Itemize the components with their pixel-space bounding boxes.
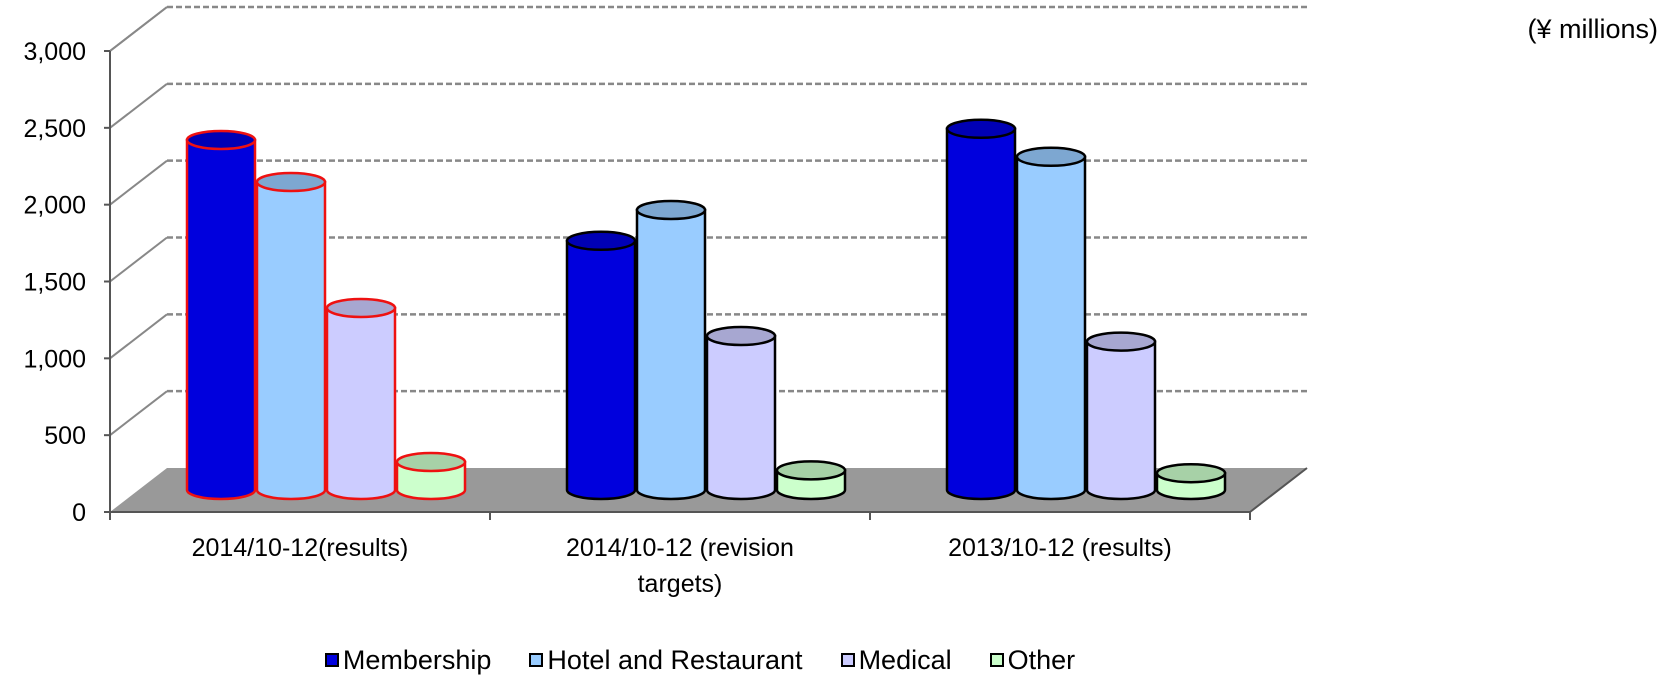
bar-body [635,208,707,501]
legend-item-membership: Membership [324,644,492,676]
x-category-label: 2013/10-12 (results) [948,534,1172,562]
bar-top [705,325,777,347]
unit-label: (¥ millions) [1527,14,1658,44]
bar-body [395,460,467,501]
bar-top [1015,146,1087,168]
chart-bars [185,118,1227,501]
bar-membership-0 [185,129,257,501]
legend-label-medical: Medical [858,644,952,675]
bar-body [325,306,397,501]
wall-diagonal [109,236,168,283]
y-tick-label: 500 [44,422,86,450]
wall-diagonal [109,390,168,436]
legend-label-membership: Membership [342,644,492,675]
bar-top [1085,331,1157,352]
bar-body [255,180,327,501]
legend: Membership Hotel and Restaurant Medical … [0,644,1400,676]
y-tick-label: 1,500 [23,269,86,297]
legend-swatch-hotel-and-restaurant [529,653,544,667]
legend-item-other: Other [989,644,1076,676]
legend-item-medical: Medical [840,644,952,676]
bar-hotel-and-restaurant-2 [1015,146,1087,501]
legend-item-hotel-and-restaurant: Hotel and Restaurant [529,644,803,676]
bar-other-0 [395,451,467,501]
bar-membership-2 [945,118,1017,501]
x-category-label: targets) [638,570,723,598]
bar-medical-0 [325,297,397,501]
x-category-label: 2014/10-12(results) [192,534,409,562]
bar-top [775,460,847,481]
bar-hotel-and-restaurant-1 [635,199,707,501]
bar-top [325,297,397,319]
bar-body [1085,340,1157,501]
wall-diagonal [109,6,168,52]
bar-top [635,199,707,221]
wall-diagonal [109,83,168,129]
bar-top [945,118,1017,140]
bar-body [565,239,637,501]
legend-swatch-other [989,653,1004,667]
wall-diagonal [109,159,168,206]
bar-top [1155,462,1227,484]
floor-edge [1249,467,1308,513]
x-category-label: 2014/10-12 (revision [566,534,794,562]
bar-top [565,230,637,252]
wall-diagonal [109,313,168,360]
bar-top [255,171,327,193]
y-tick-label: 2,000 [23,192,86,220]
bar-medical-2 [1085,331,1157,501]
bar-body [1015,155,1087,501]
chart-axes: 0 500 1,000 1,500 2,000 2,500 3,000 2014/10-12(… [23,38,1308,598]
bar-other-2 [1155,462,1227,501]
legend-label-hotel-and-restaurant: Hotel and Restaurant [547,644,803,675]
bar-body [945,127,1017,501]
bar-body [705,334,777,501]
bar-body [185,138,257,501]
y-tick-label: 0 [72,499,86,527]
bar-medical-1 [705,325,777,501]
y-tick-label: 1,000 [23,345,86,373]
legend-label-other: Other [1007,644,1076,675]
bar-other-1 [775,460,847,501]
y-tick-label: 2,500 [23,115,86,143]
legend-swatch-medical [840,653,855,667]
bar-hotel-and-restaurant-0 [255,171,327,501]
y-tick-label: 3,000 [23,38,86,66]
bar-top [395,451,467,473]
bar-membership-1 [565,230,637,501]
bar-top [185,129,257,151]
legend-swatch-membership [324,653,339,667]
